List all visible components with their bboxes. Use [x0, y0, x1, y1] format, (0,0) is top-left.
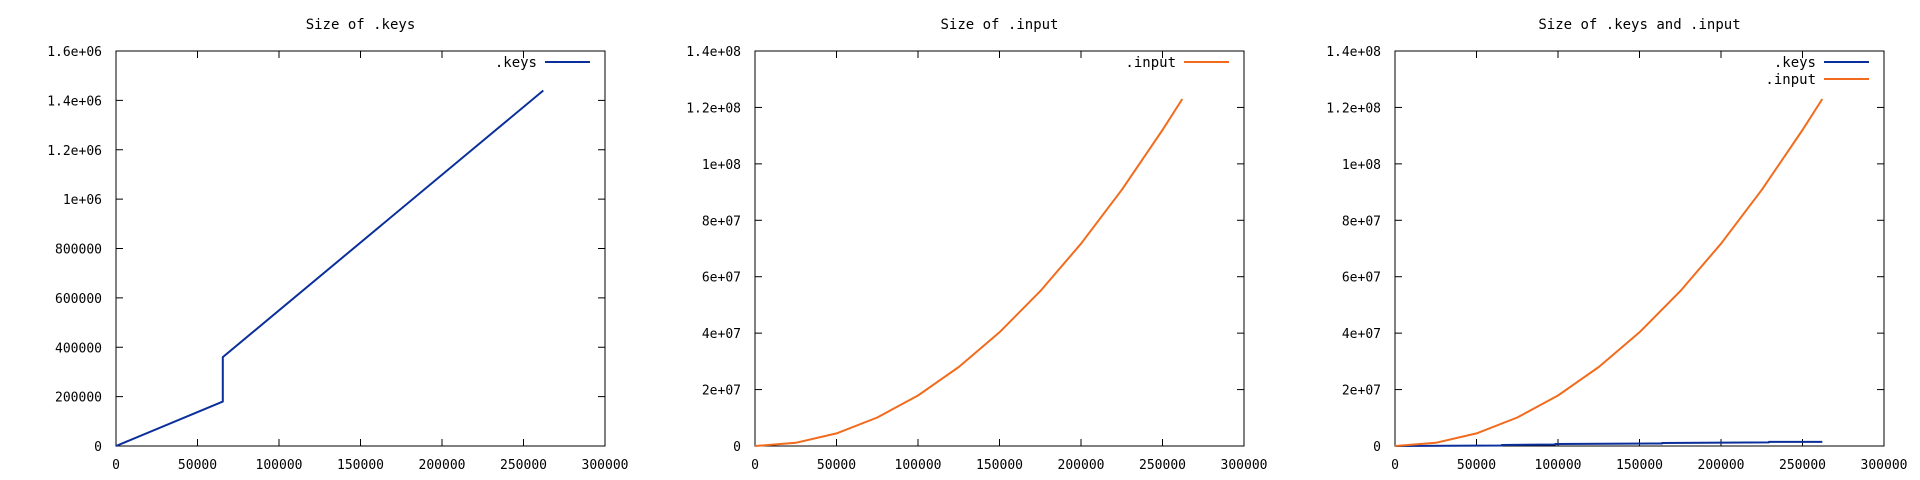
y-tick-label: 1.2e+08 [686, 101, 741, 116]
y-tick-label: 2e+07 [702, 384, 741, 399]
series-line-input [754, 98, 1184, 447]
legend-label: .keys [1774, 55, 1816, 71]
chart-title: Size of .input [940, 17, 1058, 33]
x-tick-label: 150000 [337, 458, 384, 473]
plot-frame [115, 50, 606, 447]
x-tick-label: 250000 [500, 458, 547, 473]
x-tick-label: 100000 [1535, 458, 1582, 473]
x-tick-label: 50000 [1457, 458, 1496, 473]
x-tick-label: 250000 [1139, 458, 1186, 473]
y-tick-label: 200000 [55, 391, 102, 406]
y-tick-label: 0 [733, 440, 741, 455]
series-line-keys [1394, 440, 1823, 447]
y-tick-label: 1.4e+08 [686, 45, 741, 60]
chart-keys-and-input: Size of .keys and .input 0 50000 100000 1500… [1326, 17, 1907, 473]
x-tick-label: 100000 [895, 458, 942, 473]
x-tick-label: 150000 [1616, 458, 1663, 473]
chart-input: Size of .input 0 50000 100000 150000 200000 25… [686, 17, 1267, 473]
x-tick-label: 200000 [1058, 458, 1105, 473]
y-tick-label: 1e+08 [702, 158, 741, 173]
y-tick-label: 800000 [55, 243, 102, 258]
y-tick-label: 0 [94, 440, 102, 455]
y-tick-label: 1.4e+08 [1326, 45, 1381, 60]
y-tick-label: 1.2e+08 [1326, 101, 1381, 116]
y-tick-label: 2e+07 [1342, 384, 1381, 399]
y-tick-label: 6e+07 [1342, 271, 1381, 286]
x-tick-label: 100000 [256, 458, 303, 473]
x-tick-label: 0 [1391, 458, 1399, 473]
x-tick-label: 200000 [1698, 458, 1745, 473]
chart-title: Size of .keys and .input [1538, 17, 1740, 33]
chart-keys: Size of .keys 0 50000 100000 150000 200000 250… [47, 17, 628, 473]
plot-frame [1394, 50, 1885, 447]
x-tick-label: 250000 [1779, 458, 1826, 473]
y-tick-label: 8e+07 [1342, 214, 1381, 229]
series-line-keys [115, 89, 544, 447]
y-tick-label: 4e+07 [702, 327, 741, 342]
legend-label: .input [1125, 55, 1176, 71]
chart-title: Size of .keys [306, 17, 416, 33]
y-tick-label: 600000 [55, 292, 102, 307]
plot-frame [754, 50, 1245, 447]
y-tick-label: 1.4e+06 [47, 94, 102, 109]
x-tick-label: 300000 [1861, 458, 1908, 473]
x-tick-label: 50000 [817, 458, 856, 473]
x-tick-label: 0 [112, 458, 120, 473]
y-tick-label: 0 [1373, 440, 1381, 455]
series-line-input [1394, 98, 1824, 447]
legend-label: .input [1765, 72, 1816, 88]
y-tick-label: 400000 [55, 341, 102, 356]
x-tick-label: 300000 [1221, 458, 1268, 473]
y-tick-label: 1e+08 [1342, 158, 1381, 173]
legend-label: .keys [495, 55, 537, 71]
y-tick-label: 4e+07 [1342, 327, 1381, 342]
y-tick-label: 1.2e+06 [47, 144, 102, 159]
x-tick-label: 0 [751, 458, 759, 473]
y-tick-label: 1.6e+06 [47, 45, 102, 60]
y-tick-label: 1e+06 [63, 193, 102, 208]
x-tick-label: 300000 [582, 458, 629, 473]
y-tick-label: 6e+07 [702, 271, 741, 286]
y-tick-label: 8e+07 [702, 214, 741, 229]
x-tick-label: 150000 [976, 458, 1023, 473]
x-tick-label: 50000 [178, 458, 217, 473]
x-tick-label: 200000 [419, 458, 466, 473]
